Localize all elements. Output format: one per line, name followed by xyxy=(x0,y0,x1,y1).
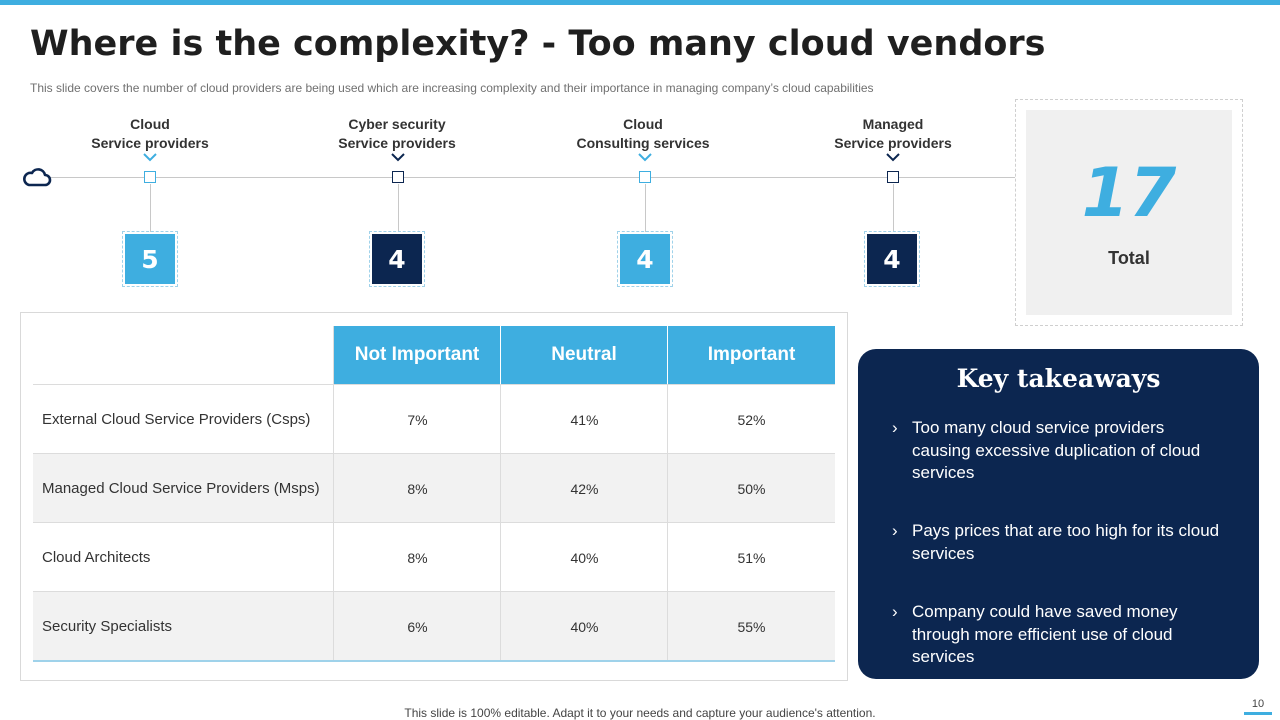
row-label: External Cloud Service Providers (Csps) xyxy=(42,411,311,428)
table-row: Cloud Architects 8% 40% 51% xyxy=(33,523,835,592)
timeline-connector xyxy=(893,184,894,232)
chevron-down-icon xyxy=(391,153,405,162)
row-divider xyxy=(33,384,835,385)
row-label: Security Specialists xyxy=(42,618,173,635)
category-label-cloud-consulting: Cloud Consulting services xyxy=(553,115,733,153)
cell-value: 8% xyxy=(407,480,428,497)
table-bottom-line xyxy=(33,660,835,662)
cell-value: 40% xyxy=(570,618,599,635)
total-value: 17 xyxy=(1081,154,1177,233)
category-label-line1: Cyber security xyxy=(348,116,446,132)
count-value: 4 xyxy=(372,234,422,284)
chevron-down-icon xyxy=(143,153,157,162)
timeline-node xyxy=(887,171,899,183)
cell-value: 6% xyxy=(407,618,428,635)
timeline-node xyxy=(392,171,404,183)
footer-note: This slide is 100% editable. Adapt it to… xyxy=(404,706,876,720)
count-box-cyber-security: 4 xyxy=(369,231,425,287)
total-card: 17 Total xyxy=(1015,99,1243,326)
total-label: Total xyxy=(1108,248,1150,268)
column-divider xyxy=(500,384,501,661)
key-takeaways-panel xyxy=(858,349,1259,679)
slide-subtitle: This slide covers the number of cloud pr… xyxy=(30,81,874,95)
column-header-not-important: Not Important xyxy=(334,326,500,384)
timeline-node xyxy=(144,171,156,183)
cell-value: 41% xyxy=(570,411,599,428)
category-label-cyber-security: Cyber security Service providers xyxy=(307,115,487,153)
table-row: Managed Cloud Service Providers (Msps) 8… xyxy=(33,454,835,523)
cell-value: 8% xyxy=(407,549,428,566)
chevron-right-icon: › xyxy=(892,418,898,437)
column-header-important: Important xyxy=(668,326,835,384)
takeaway-text: Too many cloud service providers causing… xyxy=(912,418,1201,482)
category-label-line2: Service providers xyxy=(834,135,952,151)
row-divider xyxy=(33,522,835,523)
column-divider xyxy=(667,384,668,661)
category-label-cloud-service: Cloud Service providers xyxy=(60,115,240,153)
table-row: External Cloud Service Providers (Csps) … xyxy=(33,385,835,454)
count-value: 4 xyxy=(867,234,917,284)
timeline-connector xyxy=(645,184,646,232)
category-label-line1: Cloud xyxy=(623,116,663,132)
timeline-connector xyxy=(150,184,151,232)
top-accent-bar xyxy=(0,0,1280,5)
row-label: Managed Cloud Service Providers (Msps) xyxy=(42,480,320,497)
chevron-down-icon xyxy=(886,153,900,162)
count-box-cloud-consulting: 4 xyxy=(617,231,673,287)
chevron-right-icon: › xyxy=(892,521,898,540)
category-label-line1: Managed xyxy=(862,116,924,132)
page-number-underline xyxy=(1244,712,1272,715)
cell-value: 51% xyxy=(737,549,766,566)
slide-title: Where is the complexity? - Too many clou… xyxy=(30,24,1046,64)
timeline-line xyxy=(50,177,1015,178)
timeline-connector xyxy=(398,184,399,232)
count-value: 5 xyxy=(125,234,175,284)
column-header-neutral: Neutral xyxy=(501,326,667,384)
column-divider xyxy=(333,326,334,661)
row-divider xyxy=(33,591,835,592)
count-box-managed: 4 xyxy=(864,231,920,287)
takeaway-text: Pays prices that are too high for its cl… xyxy=(912,521,1220,563)
cloud-icon xyxy=(23,168,52,187)
table-row: Security Specialists 6% 40% 55% xyxy=(33,592,835,661)
category-label-line2: Service providers xyxy=(338,135,456,151)
key-takeaways-title: Key takeaways xyxy=(956,364,1161,393)
chevron-right-icon: › xyxy=(892,602,898,621)
takeaway-text: Company could have saved money through m… xyxy=(912,602,1178,666)
importance-table xyxy=(20,312,848,681)
category-label-line2: Consulting services xyxy=(576,135,710,151)
category-label-managed: Managed Service providers xyxy=(803,115,983,153)
cell-value: 40% xyxy=(570,549,599,566)
cell-value: 7% xyxy=(407,411,428,428)
count-box-cloud-service: 5 xyxy=(122,231,178,287)
page-number: 10 xyxy=(1251,698,1265,710)
row-label: Cloud Architects xyxy=(42,549,151,566)
count-value: 4 xyxy=(620,234,670,284)
cell-value: 55% xyxy=(737,618,766,635)
timeline-node xyxy=(639,171,651,183)
chevron-down-icon xyxy=(638,153,652,162)
total-card-inner: 17 Total xyxy=(1026,110,1232,315)
category-label-line2: Service providers xyxy=(91,135,209,151)
category-label-line1: Cloud xyxy=(130,116,170,132)
cell-value: 42% xyxy=(570,480,599,497)
cell-value: 52% xyxy=(737,411,766,428)
cell-value: 50% xyxy=(737,480,766,497)
row-divider xyxy=(33,453,835,454)
